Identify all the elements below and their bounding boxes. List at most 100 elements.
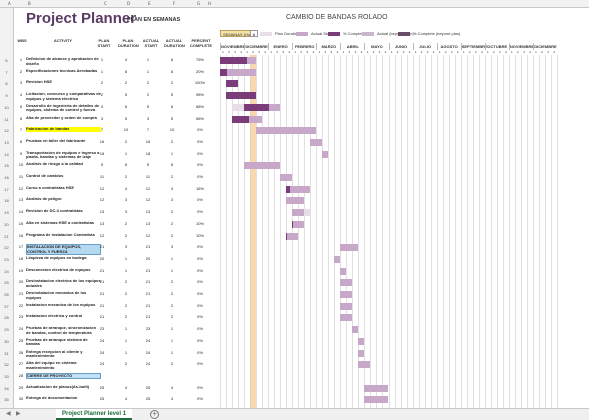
cell-ps[interactable]: 12	[99, 197, 105, 203]
cell-ad[interactable]: 6	[170, 57, 174, 62]
cell-wbs[interactable]: 2	[19, 68, 23, 74]
cell-wbs[interactable]: 3	[19, 80, 23, 86]
cell-ad[interactable]: 5	[170, 92, 174, 98]
table-row[interactable]: 3 Revision HSE 2 2 2 2 100%	[14, 78, 220, 90]
cell-ad[interactable]: 2	[170, 138, 174, 144]
cell-pct[interactable]: 0%	[197, 337, 203, 343]
cell-wbs[interactable]: 29	[18, 384, 24, 390]
cell-pct[interactable]: 0%	[197, 209, 203, 215]
cell-pd[interactable]: 2	[124, 232, 128, 238]
cell-ad[interactable]: 2	[170, 174, 174, 179]
cell-ad[interactable]: 4	[170, 185, 174, 191]
cell-pd[interactable]: 2	[124, 279, 128, 285]
cell-activity[interactable]: CIERRE DE PROYECTO	[26, 372, 101, 380]
cell-activity[interactable]: Transportacion de equipos e ingreso a pl…	[26, 150, 100, 160]
cell-ps[interactable]: 24	[99, 349, 105, 355]
column-letter[interactable]: F	[173, 1, 176, 6]
cell-ps[interactable]: 2	[100, 80, 104, 86]
row-number[interactable]: 32	[4, 362, 9, 368]
cell-ps[interactable]: 20	[99, 255, 105, 261]
table-row[interactable]: 26 Entrega recepcion al cliente y manteni…	[14, 348, 220, 360]
cell-as[interactable]: 12	[145, 185, 151, 191]
cell-activity[interactable]: Entrega recepcion al cliente y mantenimi…	[26, 349, 83, 358]
cell-activity[interactable]: Revision HSE	[26, 80, 53, 85]
cell-pd[interactable]: 2	[124, 314, 128, 320]
cell-ps[interactable]: 21	[99, 267, 105, 273]
table-row[interactable]: 5 Desarrollo de ingenieria de detalles de…	[14, 102, 220, 114]
row-number[interactable]: 13	[4, 139, 9, 145]
row-number[interactable]: 19	[4, 210, 9, 216]
cell-ad[interactable]: 2	[170, 80, 174, 86]
cell-pd[interactable]: 3	[124, 244, 128, 250]
cell-pd[interactable]: 3	[124, 209, 128, 215]
cell-pd[interactable]: 4	[124, 396, 128, 402]
cell-activity[interactable]: Pruebas de arranque, sincronizacion de b…	[26, 326, 97, 335]
cell-activity[interactable]: Definicion de alcance y aprobacion de di…	[26, 57, 99, 66]
cell-ad[interactable]: 2	[170, 279, 174, 285]
cell-wbs[interactable]: 26	[18, 349, 24, 355]
cell-ps[interactable]: 24	[99, 337, 105, 343]
cell-as[interactable]: 21	[145, 291, 151, 296]
row-number[interactable]: 12	[4, 128, 9, 134]
table-row[interactable]: 29 Actualizacion de planos(As-built) 25 4 25…	[14, 383, 220, 395]
cell-pd[interactable]: 1	[124, 150, 128, 156]
cell-pd[interactable]: 2	[124, 361, 128, 367]
cell-as[interactable]: 24	[145, 361, 151, 367]
cell-activity[interactable]: Desarrollo de ingenieria de detalles de …	[26, 103, 100, 113]
cell-ad[interactable]: 6	[170, 162, 174, 168]
cell-wbs[interactable]: 15	[18, 220, 24, 226]
cell-ps[interactable]: 13	[99, 220, 105, 226]
cell-activity[interactable]: Pruebas en taller del fabricante	[26, 138, 86, 143]
cell-pd[interactable]: 2	[124, 291, 128, 296]
cell-activity[interactable]: Licitacion, concurso y comparativas de e…	[26, 92, 101, 101]
cell-activity[interactable]: Analisis de riesgo a la calidad	[26, 162, 83, 167]
cell-ps[interactable]: 23	[99, 326, 105, 332]
row-number[interactable]: 8	[5, 81, 8, 87]
cell-pd[interactable]: 6	[124, 68, 128, 74]
row-number[interactable]: 6	[5, 58, 8, 63]
cell-activity[interactable]: Curso a contratistas HSE	[26, 185, 75, 190]
cell-as[interactable]: 23	[145, 326, 151, 332]
cell-activity[interactable]: Control de cambios	[26, 174, 64, 178]
cell-wbs[interactable]: 19	[18, 267, 24, 273]
table-row[interactable]: 27 Alta del equipo en sistema mantenimien…	[14, 359, 220, 371]
row-number[interactable]: 34	[4, 385, 9, 391]
cell-wbs[interactable]: 27	[18, 361, 24, 367]
cell-as[interactable]: 13	[145, 220, 151, 226]
cell-as[interactable]: 21	[145, 267, 151, 273]
table-row[interactable]: 23 Instalacion electrica y control 21 2 21 2 0…	[14, 312, 220, 324]
row-number[interactable]: 35	[4, 397, 9, 403]
cell-ps[interactable]: 2	[100, 92, 104, 98]
cell-ps[interactable]: 16	[99, 138, 105, 144]
table-row[interactable]: 11 Control de cambios 11 2 11 2 0%	[14, 172, 220, 184]
cell-as[interactable]: 5	[146, 103, 150, 109]
cell-pct[interactable]: 0%	[197, 302, 203, 308]
table-row[interactable]: 1 Definicion de alcance y aprobacion de d…	[14, 55, 220, 67]
cell-pct[interactable]: 0%	[197, 197, 203, 203]
cell-pd[interactable]: 5	[124, 92, 128, 98]
cell-ad[interactable]: 2	[170, 220, 174, 226]
cell-pd[interactable]: 3	[124, 197, 128, 203]
cell-ad[interactable]: 4	[170, 384, 174, 390]
cell-ad[interactable]: 2	[170, 302, 174, 308]
cell-wbs[interactable]: 21	[18, 291, 24, 296]
row-number[interactable]: 10	[4, 104, 9, 110]
table-row[interactable]: 10 Analisis de riesgo a la calidad 5 6 5 6 0%	[14, 160, 220, 172]
row-number[interactable]: 28	[4, 315, 9, 321]
cell-as[interactable]: 25	[145, 384, 151, 390]
cell-ps[interactable]: 18	[99, 150, 105, 156]
cell-ad[interactable]: 3	[170, 197, 174, 203]
add-sheet-button[interactable]: +	[150, 410, 159, 419]
cell-pd[interactable]: 1	[124, 337, 128, 343]
cell-ad[interactable]: 2	[170, 232, 174, 238]
cell-pct[interactable]: 58%	[195, 115, 204, 121]
cell-as[interactable]: 5	[146, 162, 150, 168]
table-row[interactable]: 15 Alta en sistemas HSE a contratistas 13 2…	[14, 219, 220, 231]
row-number[interactable]: 22	[4, 245, 9, 251]
cell-as[interactable]: 21	[145, 279, 151, 285]
cell-pd[interactable]: 4	[124, 57, 128, 62]
cell-pct[interactable]: 100%	[194, 80, 206, 86]
table-row[interactable]: 20 Desinstalacion electrica de los equipo…	[14, 277, 220, 289]
cell-pd[interactable]: 1	[124, 267, 128, 273]
cell-ps[interactable]: 21	[99, 244, 105, 250]
